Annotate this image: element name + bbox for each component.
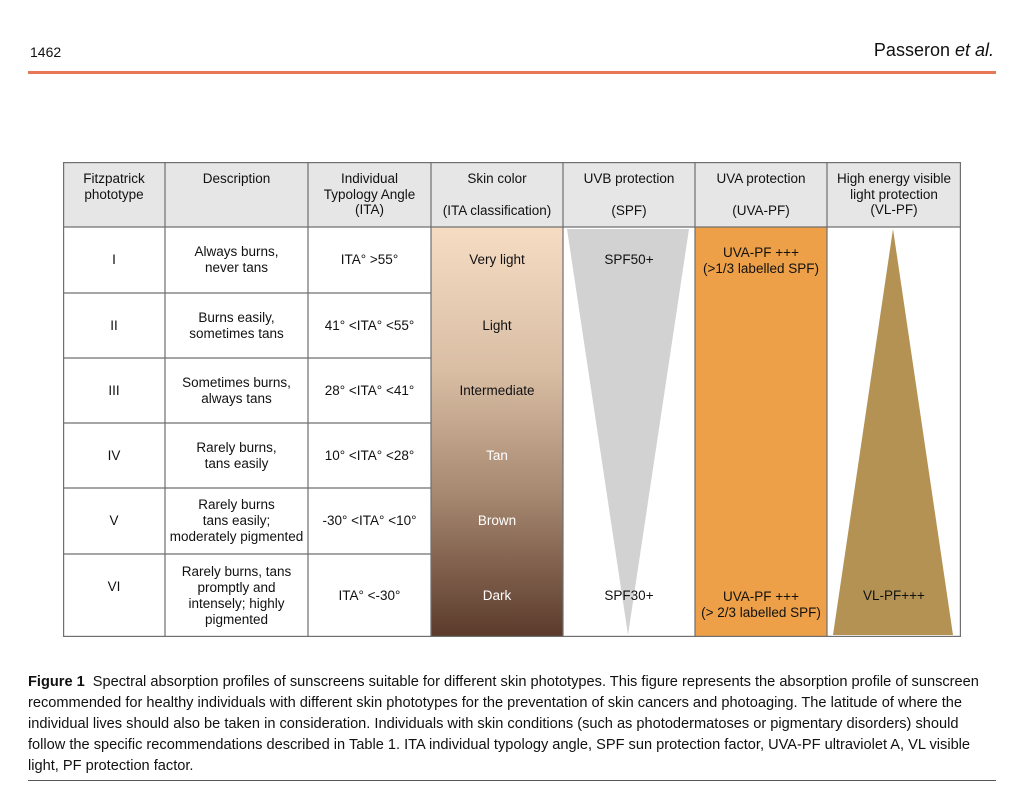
row-2-skin-color: Light [482, 317, 512, 333]
col-header-skin-color-sub: (ITA classification) [442, 203, 552, 218]
vl-protection-triangle [833, 229, 953, 635]
col-header-description: Description [202, 171, 271, 186]
uvb-top-label: SPF50+ [604, 252, 654, 267]
author-name: Passeron [873, 40, 955, 60]
row-4-description: Rarely burns, tans easily [196, 439, 277, 471]
header-band [63, 162, 961, 227]
row-2-phototype: II [110, 317, 118, 333]
col-header-uvb-sub: (SPF) [611, 203, 647, 218]
row-6-phototype: VI [107, 578, 121, 594]
table-grid [63, 162, 961, 637]
author-etal: et al. [954, 40, 994, 60]
figure-caption-text: Spectral absorption profiles of sunscree… [28, 674, 979, 774]
running-head-authors: Passeron et al. [874, 40, 994, 61]
uva-protection-fill [695, 227, 827, 637]
col-header-visible-light: High energy visible light protection (VL… [836, 171, 952, 217]
col-header-ita: Individual Typology Angle (ITA) [323, 171, 416, 217]
col-header-uvb: UVB protection [583, 171, 675, 186]
row-4-skin-color: Tan [486, 447, 508, 463]
vl-bottom-label: VL-PF+++ [863, 588, 925, 603]
table-graphics [63, 162, 961, 637]
row-3-phototype: III [108, 382, 120, 398]
uva-top-label: UVA-PF +++ (>1/3 labelled SPF) [703, 245, 819, 276]
page-number: 1462 [30, 44, 62, 60]
col-header-uva: UVA protection [716, 171, 806, 186]
row-1-phototype: I [112, 252, 116, 267]
row-4-ita: 10° <ITA° <28° [324, 447, 415, 463]
uva-bottom-label: UVA-PF +++ (> 2/3 labelled SPF) [701, 589, 821, 620]
row-1-description: Always burns, never tans [194, 244, 279, 275]
col-header-phototype: Fitzpatrick phototype [83, 171, 145, 202]
row-3-skin-color: Intermediate [459, 382, 535, 398]
col-header-skin-color: Skin color [467, 171, 527, 186]
row-5-skin-color: Brown [477, 513, 517, 528]
uvb-protection-triangle [567, 229, 689, 635]
row-5-phototype: V [109, 513, 119, 528]
uvb-bottom-label: SPF30+ [604, 588, 654, 603]
figure-caption: Figure 1 Spectral absorption profiles of … [28, 672, 996, 777]
header-rule [28, 71, 996, 74]
row-4-phototype: IV [107, 447, 121, 463]
row-6-description: Rarely burns, tans promptly and intensel… [181, 563, 292, 627]
row-2-ita: 41° <ITA° <55° [324, 317, 415, 333]
row-5-ita: -30° <ITA° <10° [322, 513, 417, 528]
row-1-ita: ITA° >55° [340, 252, 399, 267]
row-6-skin-color: Dark [482, 587, 512, 603]
skin-color-gradient [431, 227, 563, 637]
row-6-ita: ITA° <-30° [338, 587, 401, 603]
row-3-ita: 28° <ITA° <41° [324, 382, 415, 398]
row-3-description: Sometimes burns, always tans [182, 374, 291, 406]
footer-rule [28, 780, 996, 781]
row-2-description: Burns easily, sometimes tans [189, 309, 284, 341]
row-1-skin-color: Very light [469, 252, 525, 267]
col-header-uva-sub: (UVA-PF) [732, 203, 790, 218]
row-5-description: Rarely burns tans easily; moderately pig… [169, 497, 304, 544]
figure-table: Fitzpatrick phototype Description Indivi… [63, 162, 961, 637]
figure-label: Figure 1 [28, 674, 85, 690]
